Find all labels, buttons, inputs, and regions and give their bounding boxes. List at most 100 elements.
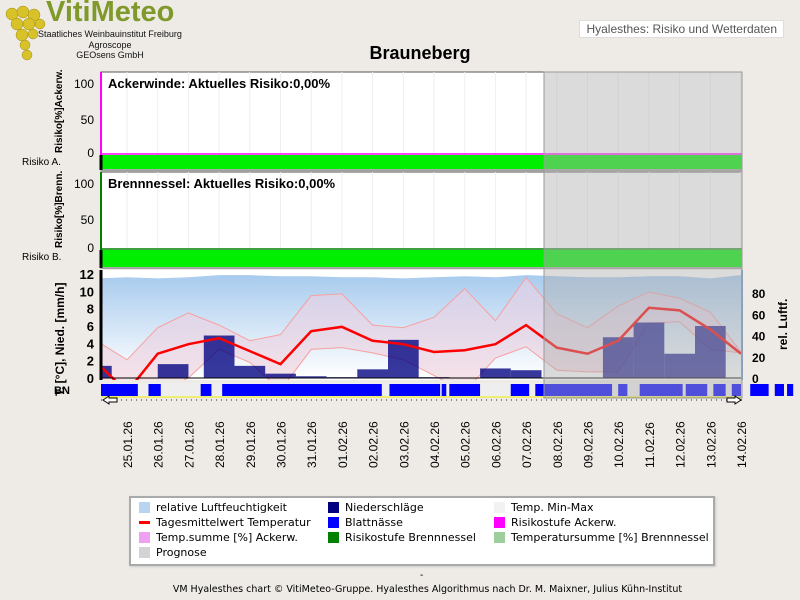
y-axis-label-right: rel. Luftf. <box>776 299 790 350</box>
legend-swatch <box>139 502 150 513</box>
x-tick-label: 30.01.26 <box>275 421 289 468</box>
leaf-wetness-segment <box>639 384 683 396</box>
footer-dash: - <box>420 570 424 581</box>
precip-bar <box>633 322 665 378</box>
chart-title: Brauneberg <box>369 43 471 63</box>
y-tick-label-left: 10 <box>80 284 94 299</box>
risk-label-1: Risiko A. <box>22 157 61 168</box>
leaf-wetness-segment <box>731 384 741 396</box>
leaf-wetness-segment <box>713 384 726 396</box>
leaf-wetness-segment <box>101 384 138 396</box>
risk-label-2: Risiko B. <box>22 252 61 263</box>
leaf-wetness-segment <box>510 384 530 396</box>
x-tick-label: 06.02.26 <box>489 421 503 468</box>
y-axis-label-2: Risiko[%]Brenn. <box>54 171 65 248</box>
legend: relative Luftfeuchtigkeit Niederschläge Te… <box>129 496 715 566</box>
x-tick-label: 09.02.26 <box>582 421 596 468</box>
x-tick-label: 07.02.26 <box>520 421 534 468</box>
legend-swatch <box>494 532 505 543</box>
y-tick-label-right: 20 <box>752 351 766 365</box>
x-tick-label: 05.02.26 <box>459 421 473 468</box>
y-axis-label-left: T. [°C], Nied. [mm/h] <box>53 283 67 396</box>
y-tick-label: 50 <box>81 113 95 127</box>
x-tick-label: 13.02.26 <box>704 421 718 468</box>
legend-swatch <box>139 521 150 524</box>
x-tick-label: 29.01.26 <box>244 421 258 468</box>
legend-label: Prognose <box>156 546 207 559</box>
legend-item: relative Luftfeuchtigkeit <box>139 501 287 514</box>
legend-swatch <box>328 502 339 513</box>
y-tick-label-left: 4 <box>87 336 95 351</box>
legend-label: Risikostufe Ackerw. <box>511 516 617 529</box>
risk-level-bar-1 <box>101 155 742 169</box>
legend-swatch <box>139 532 150 543</box>
y-tick-label-right: 0 <box>752 372 759 386</box>
y-tick-label-left: 2 <box>87 354 94 369</box>
x-tick-label: 31.01.26 <box>305 421 319 468</box>
legend-label: Temp. Min-Max <box>511 501 594 514</box>
x-tick-label: 01.02.26 <box>336 421 350 468</box>
precip-bar <box>480 368 511 378</box>
leaf-wetness-segment <box>750 384 769 396</box>
legend-label: relative Luftfeuchtigkeit <box>156 501 287 514</box>
bn-label: BN <box>54 385 70 397</box>
precip-bar <box>157 364 189 378</box>
scroll-right-arrow-icon[interactable] <box>726 395 742 405</box>
legend-label: Temperatursumme [%] Brennnessel <box>511 531 709 544</box>
precip-bar <box>234 365 266 378</box>
y-tick-label: 50 <box>81 213 95 227</box>
legend-label: Temp.summe [%] Ackerw. <box>156 531 298 544</box>
leaf-wetness-segment <box>200 384 212 396</box>
legend-item: Risikostufe Ackerw. <box>494 516 616 529</box>
prognosis-overlay <box>543 71 743 399</box>
x-tick-label: 02.02.26 <box>367 421 381 468</box>
leaf-wetness-segment <box>441 384 447 396</box>
legend-label: Risikostufe Brennnessel <box>345 531 476 544</box>
legend-swatch <box>328 517 339 528</box>
x-tick-label: 11.02.26 <box>643 422 657 468</box>
y-tick-label-left: 12 <box>80 267 94 282</box>
x-tick-label: 28.01.26 <box>213 421 227 468</box>
risk-level-bar-2 <box>101 250 742 267</box>
x-tick-label: 14.02.26 <box>735 421 749 468</box>
precip-bar <box>695 325 726 378</box>
panel-title-2: Brennnessel: Aktuelles Risiko:0,00% <box>108 176 336 191</box>
legend-item: Risikostufe Brennnessel <box>328 531 476 544</box>
leaf-wetness-segment <box>148 384 161 396</box>
legend-swatch <box>494 502 505 513</box>
x-tick-label: 08.02.26 <box>551 421 565 468</box>
x-tick-label: 25.01.26 <box>121 421 135 468</box>
weather-plot <box>101 275 742 380</box>
scroll-left-arrow-icon[interactable] <box>102 395 118 405</box>
y-tick-label: 100 <box>74 77 94 91</box>
x-tick-label: 27.01.26 <box>182 421 196 468</box>
y-tick-label-right: 60 <box>752 308 766 322</box>
x-tick-label: 12.02.26 <box>674 421 688 468</box>
x-tick-label: 03.02.26 <box>397 421 411 468</box>
leaf-wetness-segment <box>787 384 794 396</box>
precip-bar <box>510 370 542 378</box>
temp-min-max-area <box>101 277 741 380</box>
leaf-wetness-segment <box>535 384 613 396</box>
leaf-wetness-segment <box>618 384 628 396</box>
institute-2: Agroscope <box>88 40 132 50</box>
y-tick-label-left: 6 <box>87 319 94 334</box>
leaf-wetness-segment <box>389 384 441 396</box>
page-subtitle: Hyalesthes: Risiko und Wetterdaten <box>579 20 784 38</box>
y-tick-label: 100 <box>74 177 94 191</box>
precip-bar <box>357 369 388 378</box>
leaf-wetness-segment <box>685 384 708 396</box>
precip-bar <box>265 373 296 378</box>
y-tick-label: 0 <box>87 146 94 160</box>
x-tick-label: 10.02.26 <box>612 421 626 468</box>
institute-1: Staatliches Weinbauinstitut Freiburg <box>38 29 182 39</box>
legend-label: Niederschläge <box>345 501 424 514</box>
leaf-wetness-segment <box>449 384 481 396</box>
grapes-logo-icon <box>5 5 46 61</box>
legend-item: Temp.summe [%] Ackerw. <box>139 531 298 544</box>
y-tick-label-left: 0 <box>87 371 94 386</box>
y-tick-label-right: 80 <box>752 287 766 301</box>
legend-item: Temperatursumme [%] Brennnessel <box>494 531 709 544</box>
legend-item: Tagesmittelwert Temperatur <box>139 516 311 529</box>
